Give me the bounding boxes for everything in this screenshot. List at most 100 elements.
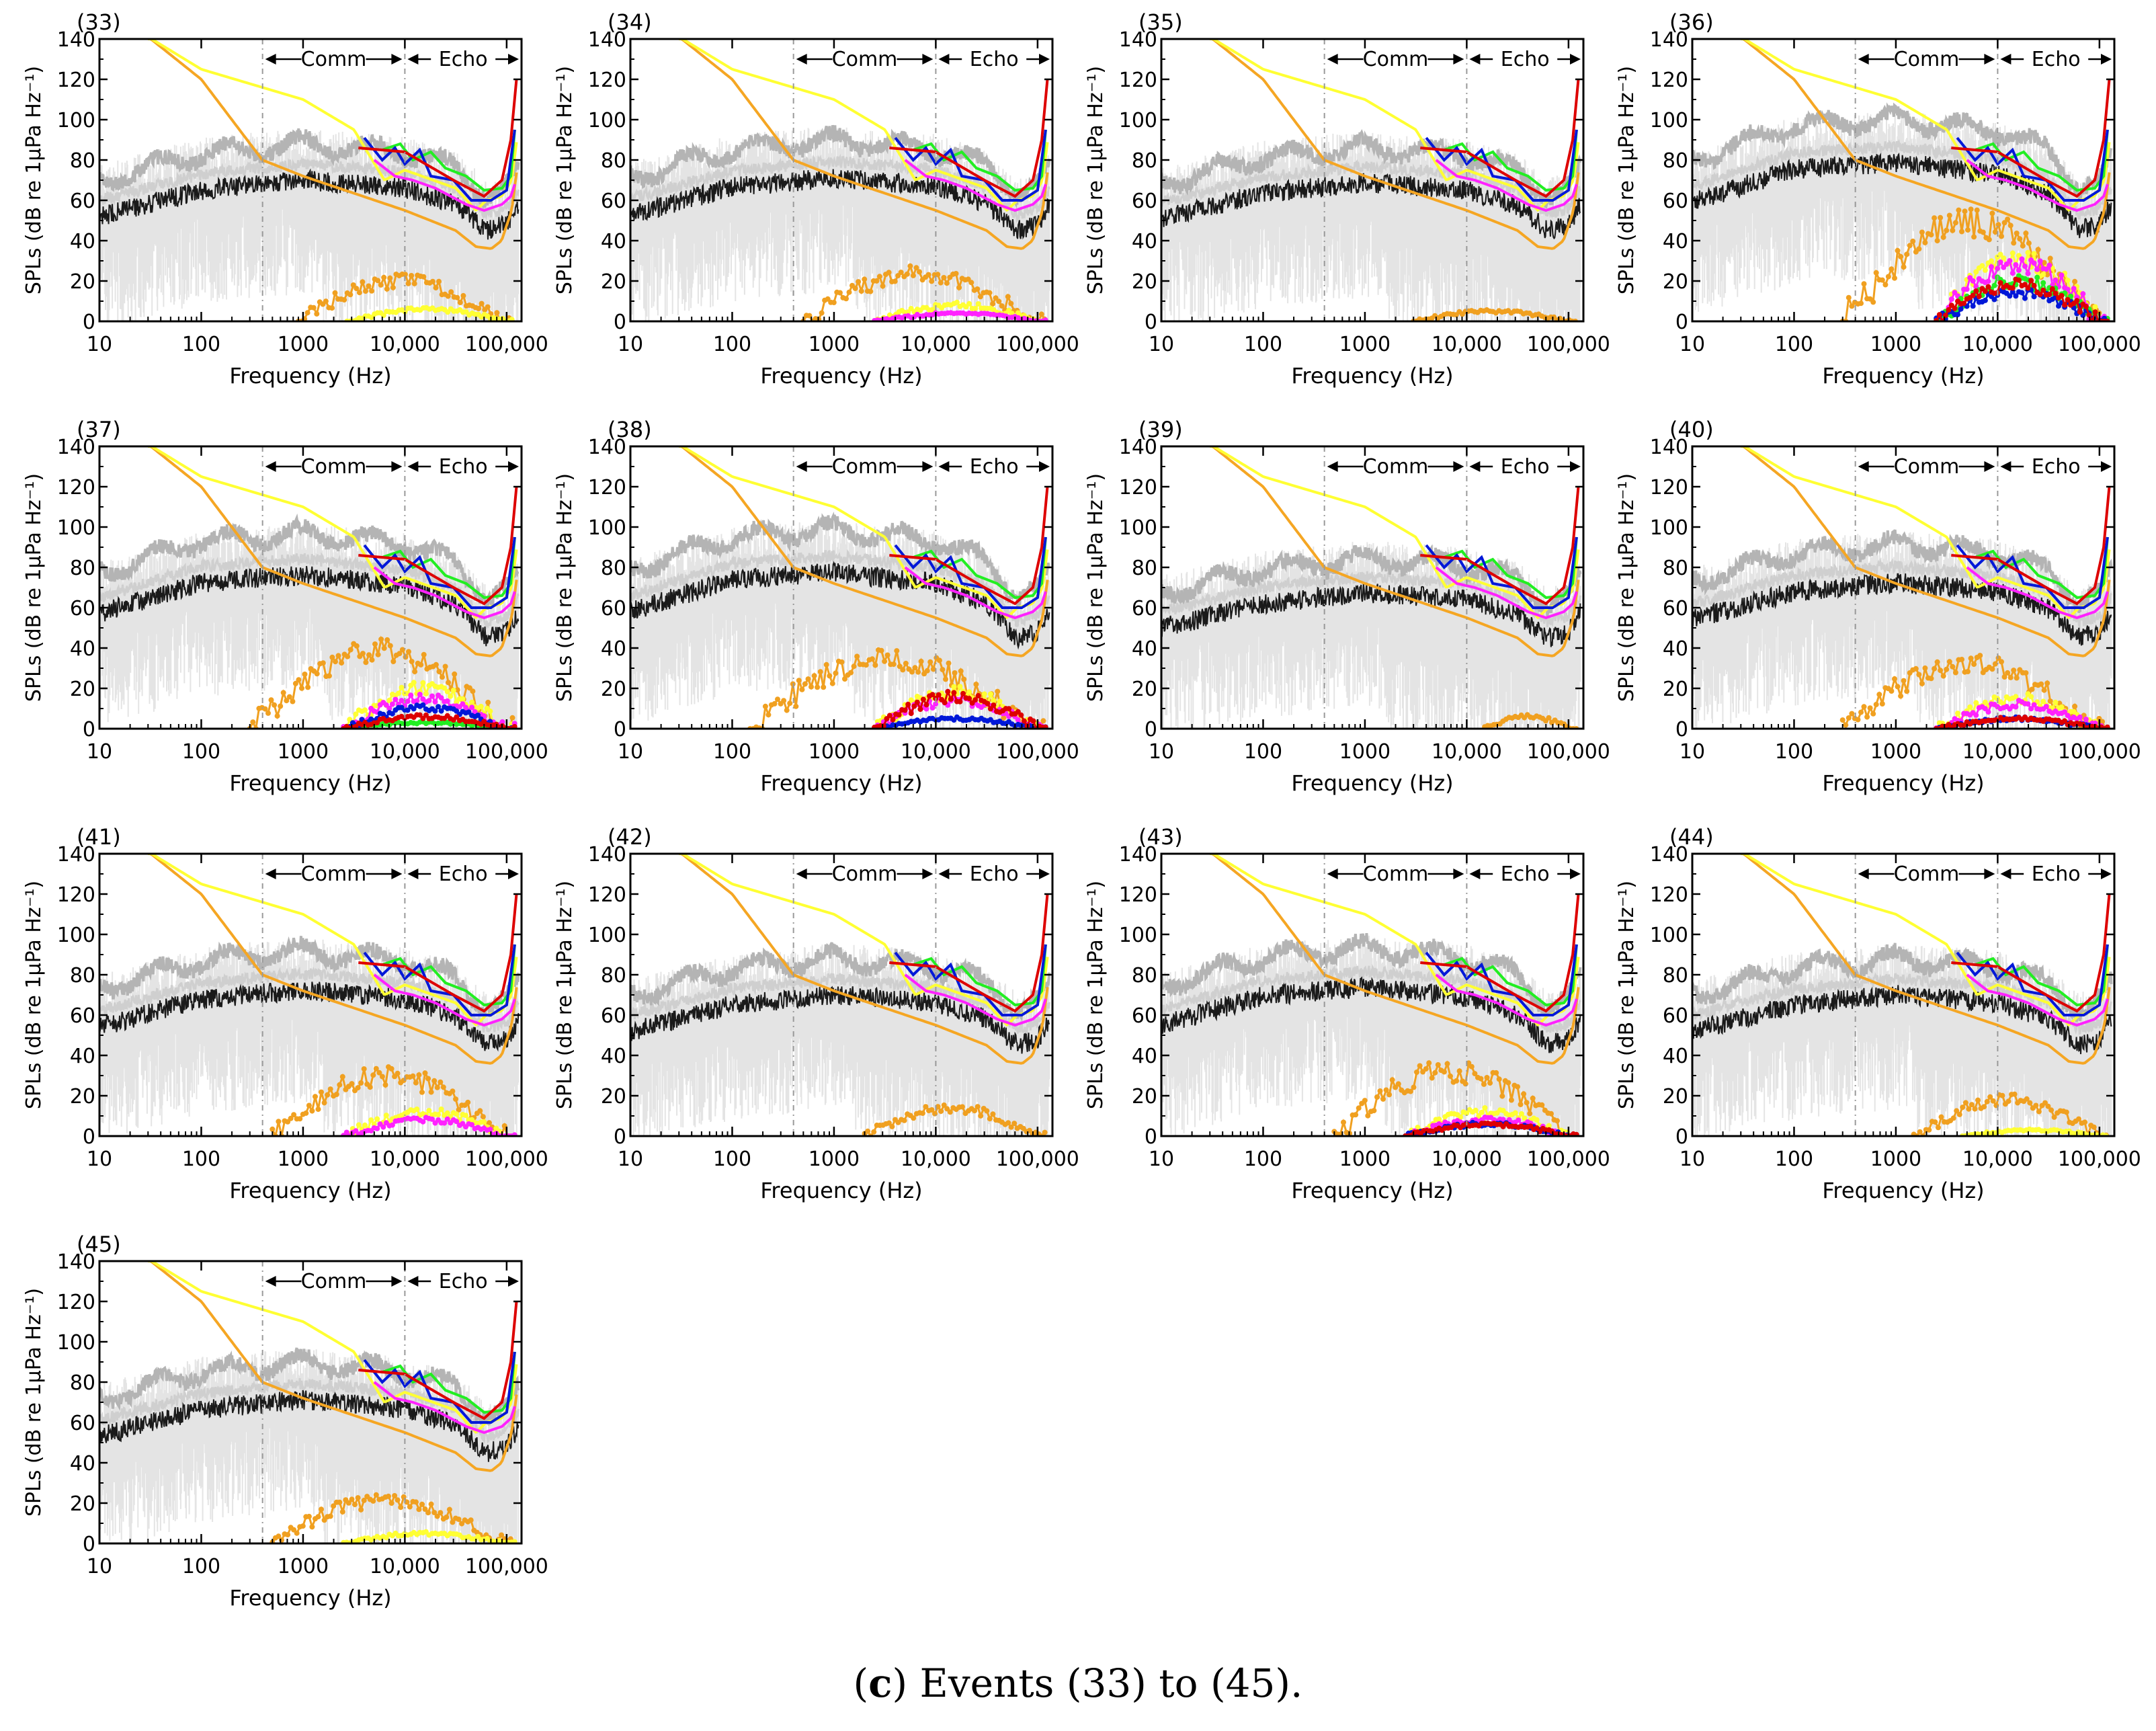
- magenta-threshold-line: [1435, 159, 1578, 212]
- exceedance-point: [942, 700, 948, 706]
- exceedance-point: [1938, 1114, 1944, 1120]
- y-tick-label: 60: [70, 190, 95, 213]
- y-tick-label: 140: [1650, 436, 1688, 459]
- exceedance-point: [1928, 676, 1934, 682]
- exceedance-point: [1979, 263, 1985, 269]
- band-label: Comm: [301, 862, 367, 886]
- exceedance-point: [852, 286, 858, 291]
- y-axis-label: SPLs (dB re 1μPa Hz⁻¹): [1084, 66, 1108, 294]
- panel-title: (43): [1138, 824, 1183, 850]
- exceedance-point: [288, 1115, 294, 1121]
- exceedance-point: [2062, 718, 2068, 724]
- exceedance-point: [2036, 1109, 2042, 1115]
- exceedance-point: [1521, 1091, 1527, 1097]
- x-tick-label: 100,000: [465, 333, 548, 356]
- exceedance-point: [938, 280, 944, 286]
- exceedance-point: [2007, 293, 2013, 299]
- exceedance-point: [1846, 715, 1852, 721]
- low-frequency-threshold-line: [679, 39, 1049, 250]
- x-axis-label: Frequency (Hz): [1291, 1178, 1453, 1203]
- exceedance-point: [2080, 291, 2086, 297]
- exceedance-point: [1928, 232, 1934, 238]
- exceedance-point: [2038, 681, 2044, 687]
- exceedance-point: [478, 703, 484, 709]
- exceedance-point: [1870, 299, 1876, 305]
- y-tick-label: 100: [1119, 516, 1157, 540]
- plot-area: [1161, 446, 1582, 729]
- exceedance-point: [1954, 1108, 1960, 1114]
- exceedance-point: [2041, 687, 2047, 693]
- exceedance-point: [509, 317, 515, 321]
- exceedance-point: [321, 1100, 327, 1106]
- exceedance-point: [819, 310, 825, 316]
- exceedance-point: [956, 284, 962, 290]
- exceedance-point: [948, 696, 954, 702]
- exceedance-point: [1873, 270, 1879, 276]
- exceedance-point: [1481, 1081, 1487, 1087]
- exceedance-point: [2104, 724, 2110, 729]
- exceedance-point: [382, 1082, 388, 1088]
- exceedance-point: [991, 698, 997, 704]
- band-annotation-echo: Echo: [2000, 48, 2112, 71]
- chart-panel: 0 20 40 60 80 100 120 140 10 100 1000 10,000 100,000…: [553, 417, 1079, 796]
- plot-area: [99, 39, 520, 321]
- exceedance-point: [869, 656, 875, 662]
- exceedance-point: [932, 1111, 938, 1117]
- chart-panel: 0 20 40 60 80 100 120 140 10 100 1000 10,000 100,000…: [1615, 9, 2141, 389]
- band-label: Echo: [1501, 862, 1550, 886]
- exceedance-yellow-series: [344, 305, 515, 321]
- exceedance-point: [1982, 267, 1988, 273]
- exceedance-point: [2029, 686, 2035, 692]
- exceedance-point: [1435, 1062, 1441, 1068]
- exceedance-point: [946, 660, 952, 666]
- exceedance-point: [290, 698, 296, 705]
- exceedance-point: [1341, 1119, 1346, 1125]
- arrowhead-left: [1858, 461, 1869, 472]
- exceedance-point: [417, 692, 423, 697]
- exceedance-point: [456, 1517, 462, 1522]
- exceedance-point: [2016, 268, 2022, 273]
- arrowhead-right: [1984, 461, 1995, 472]
- exceedance-point: [2040, 280, 2046, 286]
- exceedance-point: [1441, 1069, 1447, 1075]
- exceedance-point: [878, 647, 884, 653]
- y-tick-label: 0: [1675, 311, 1688, 334]
- y-tick-label: 80: [70, 1371, 95, 1395]
- exceedance-point: [2001, 220, 2007, 226]
- chart-panel: 0 20 40 60 80 100 120 140 10 100 1000 10,000 100,000…: [553, 9, 1079, 389]
- exceedance-point: [991, 702, 997, 708]
- exceedance-point: [959, 1104, 965, 1110]
- y-tick-label: 120: [57, 69, 95, 92]
- exceedance-point: [279, 1537, 284, 1543]
- exceedance-point: [851, 663, 857, 670]
- exceedance-point: [479, 300, 485, 307]
- exceedance-point: [2047, 255, 2053, 261]
- exceedance-point: [262, 706, 268, 712]
- exceedance-point: [1991, 282, 1997, 288]
- exceedance-point: [431, 1078, 438, 1084]
- x-tick-label: 10,000: [1432, 333, 1502, 356]
- band-annotation-comm: Comm: [1327, 455, 1464, 479]
- band-annotation-echo: Echo: [1469, 48, 1581, 71]
- exceedance-point: [880, 283, 886, 289]
- exceedance-point: [320, 660, 326, 666]
- y-tick-label: 20: [70, 678, 95, 701]
- exceedance-point: [368, 1117, 374, 1123]
- y-tick-label: 140: [588, 436, 626, 459]
- exceedance-point: [1970, 292, 1976, 298]
- band-annotation-echo: Echo: [938, 455, 1050, 479]
- exceedance-point: [1946, 659, 1952, 665]
- band-annotation-comm: Comm: [1327, 862, 1464, 886]
- arrowhead-left: [1469, 869, 1481, 879]
- exceedance-point: [2065, 286, 2071, 292]
- mid-frequency-threshold-line: [1210, 446, 1580, 620]
- exceedance-point: [1980, 229, 1986, 235]
- exceedance-point: [923, 706, 929, 712]
- exceedance-point: [1839, 717, 1846, 723]
- mean-spectrum-line: [630, 153, 1050, 223]
- exceedance-point: [425, 1510, 431, 1516]
- exceedance-point: [296, 677, 302, 683]
- exceedance-point: [306, 1513, 312, 1519]
- y-axis-label: SPLs (dB re 1μPa Hz⁻¹): [22, 473, 46, 702]
- panel-title: (37): [77, 417, 121, 442]
